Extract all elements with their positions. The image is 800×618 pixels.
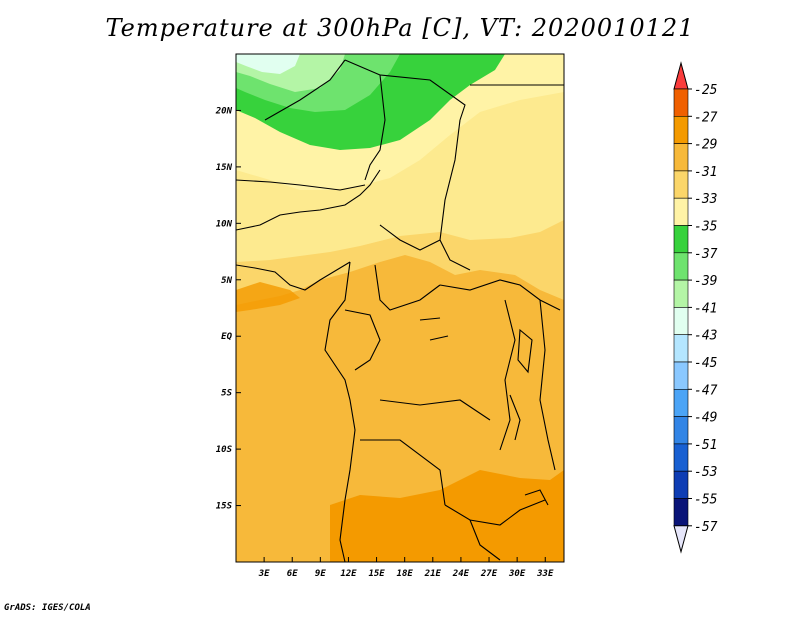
colorbar-label: -45 (694, 356, 718, 371)
colorbar-label: -35 (694, 220, 718, 235)
colorbar-swatch (673, 116, 689, 144)
colorbar-label: -27 (694, 110, 718, 125)
y-axis: 20N 15N 10N 5N EQ 5S 10S 15S (215, 106, 241, 512)
colorbar-swatch (673, 197, 689, 226)
colorbar-swatch (673, 307, 689, 335)
colorbar-label: -53 (694, 465, 717, 480)
colorbar-label: -37 (694, 247, 718, 262)
colorbar-swatch (673, 361, 689, 390)
x-tick-label: 18E (397, 569, 414, 579)
band-gulf-dark (236, 282, 300, 312)
band-41-43 (236, 54, 300, 74)
band-27-29-dark (330, 470, 564, 562)
colorbar-label: -39 (694, 274, 717, 289)
colorbar-swatch (673, 170, 689, 199)
x-tick-label: 33E (536, 569, 554, 579)
x-tick-label: 9E (315, 569, 326, 579)
y-tick-label: 20N (215, 106, 233, 116)
y-tick-label: 10N (216, 219, 233, 229)
colorbar-swatch (673, 416, 689, 445)
x-tick-label: 15E (368, 569, 385, 579)
x-tick-label: 27E (480, 569, 498, 579)
colorbar-swatch (673, 443, 689, 472)
y-tick-label: 15S (216, 502, 233, 512)
colorbar-label: -33 (694, 192, 717, 207)
colorbar-label: -31 (694, 165, 717, 180)
grads-credit: GrADS: IGES/COLA (4, 603, 91, 613)
colorbar-label: -55 (694, 493, 718, 508)
x-tick-label: 21E (424, 569, 442, 579)
colorbar-label: -57 (694, 520, 718, 535)
chart-title: Temperature at 300hPa [C], VT: 202001012… (105, 14, 695, 42)
colorbar-over-triangle (673, 61, 689, 90)
colorbar-under-triangle (673, 525, 689, 554)
colorbar-label: -47 (694, 383, 718, 398)
colorbar-label: -41 (694, 301, 717, 316)
map-borders (236, 59, 564, 562)
y-tick-label: 10S (216, 445, 233, 455)
y-tick-label: 15N (216, 163, 233, 173)
x-tick-label: 6E (287, 569, 298, 579)
colorbar-label: -29 (694, 138, 717, 153)
colorbar: -25 -27 -29 -31 -33 -35 -37 -39 -41 -43 -45 -47 -49 -… (673, 61, 718, 554)
x-tick-label: 3E (258, 569, 270, 579)
colorbar-swatch (673, 225, 689, 254)
colorbar-swatch (673, 88, 689, 117)
colorbar-swatch (673, 388, 689, 417)
colorbar-swatch (673, 470, 689, 499)
x-tick-label: 30E (508, 569, 526, 579)
y-tick-label: 5S (221, 389, 232, 399)
colorbar-swatch (673, 279, 689, 308)
x-tick-label: 24E (452, 569, 470, 579)
colorbar-label: -25 (694, 83, 718, 98)
temperature-field (236, 54, 564, 562)
y-tick-label: EQ (221, 332, 232, 342)
x-axis: 3E 6E 9E 12E 15E 18E 21E 24E 27E 30E 33E (258, 557, 554, 579)
colorbar-label: -49 (694, 411, 717, 426)
colorbar-label: -43 (694, 329, 717, 344)
colorbar-swatch (673, 498, 689, 527)
colorbar-swatch (673, 334, 689, 363)
map-frame (235, 53, 565, 563)
colorbar-label: -51 (694, 438, 717, 453)
y-tick-label: 5N (221, 276, 232, 286)
colorbar-swatch (673, 143, 689, 172)
x-tick-label: 12E (340, 569, 357, 579)
colorbar-swatch (673, 252, 689, 281)
